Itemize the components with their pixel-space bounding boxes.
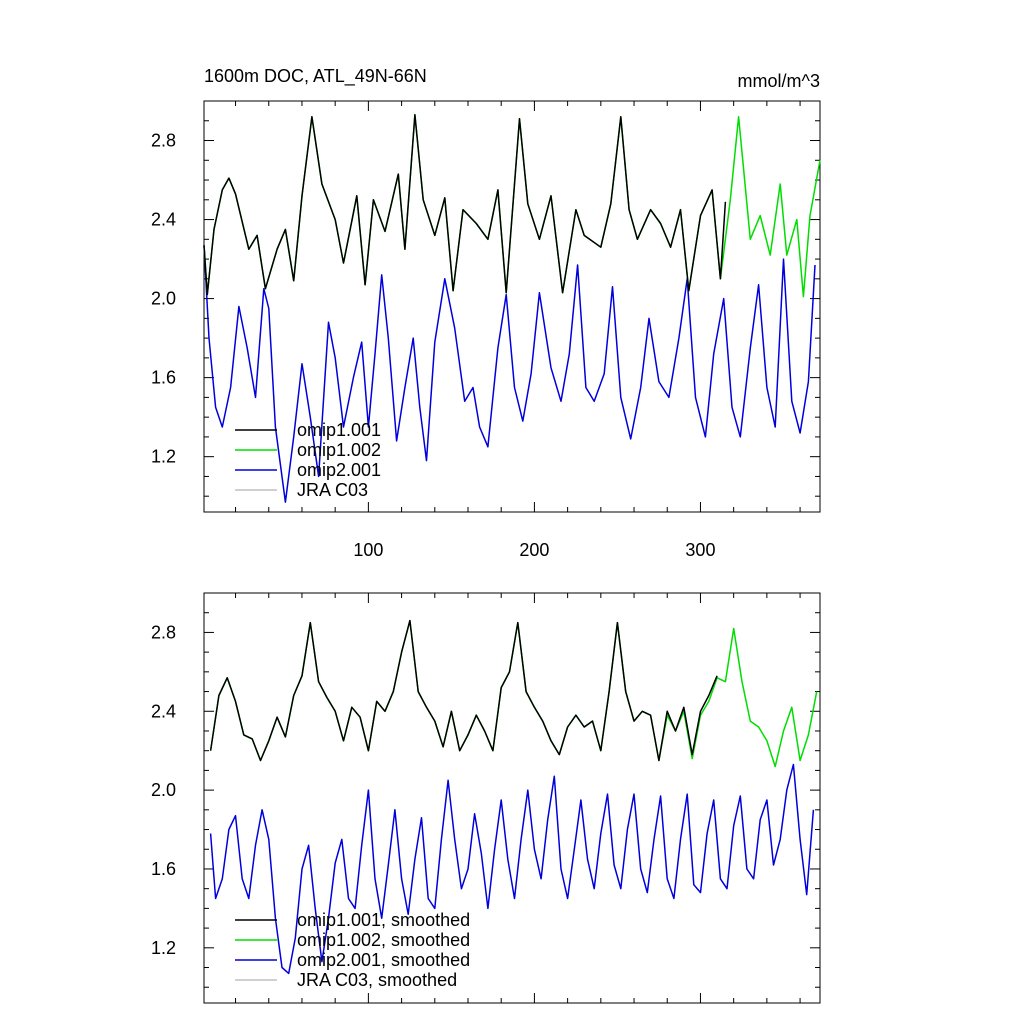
x-tick-label: 200: [519, 540, 549, 560]
chart-title: 1600m DOC, ATL_49N-66N: [204, 66, 427, 87]
series-line-0: [209, 619, 718, 762]
x-tick-label: 100: [353, 540, 383, 560]
series-line-1: [209, 619, 818, 768]
legend-label: omip1.002, smoothed: [297, 930, 470, 950]
plot-area-bottom: 1.2 1.6 2.0 2.4 2.8 omip1.001, smoothedomip1.…: [151, 592, 821, 1004]
series-line-0: [203, 114, 727, 296]
series-line-2: [209, 763, 815, 975]
legend-label: omip2.001, smoothed: [297, 950, 470, 970]
legend-label: omip2.001: [297, 460, 381, 480]
y-tick-label: 1.6: [151, 368, 176, 388]
y-tick-label: 2.8: [151, 131, 176, 151]
y-tick-label: 1.2: [151, 938, 176, 958]
legend-label: omip1.002: [297, 440, 381, 460]
x-tick-label: 300: [685, 540, 715, 560]
y-tick-label: 2.4: [151, 701, 176, 721]
y-tick-label: 2.0: [151, 780, 176, 800]
series-line-1: [203, 114, 821, 298]
legend-label: JRA C03, smoothed: [297, 970, 457, 990]
y-tick-label: 2.0: [151, 289, 176, 309]
plot-frame: [203, 592, 821, 1004]
bottom-panel: 1.2 1.6 2.0 2.4 2.8 omip1.001, smoothedomip1.…: [151, 592, 821, 1004]
y-tick-label: 2.4: [151, 210, 176, 230]
y-tick-label: 1.6: [151, 859, 176, 879]
top-panel: 1600m DOC, ATL_49N-66N mmol/m^3 1.2 1.6 2.…: [151, 66, 821, 560]
legend-label: omip1.001: [297, 420, 381, 440]
plot-area-top: 1.2 1.6 2.0 2.4 2.8 100 200 300 omip1.001omip1.0…: [151, 100, 821, 560]
legend-label: omip1.001, smoothed: [297, 910, 470, 930]
plot-frame: [203, 100, 821, 513]
units-label: mmol/m^3: [738, 71, 820, 91]
legend-label: JRA C03: [297, 480, 368, 500]
y-tick-label: 1.2: [151, 447, 176, 467]
y-tick-label: 2.8: [151, 622, 176, 642]
series-line-2: [203, 245, 816, 503]
